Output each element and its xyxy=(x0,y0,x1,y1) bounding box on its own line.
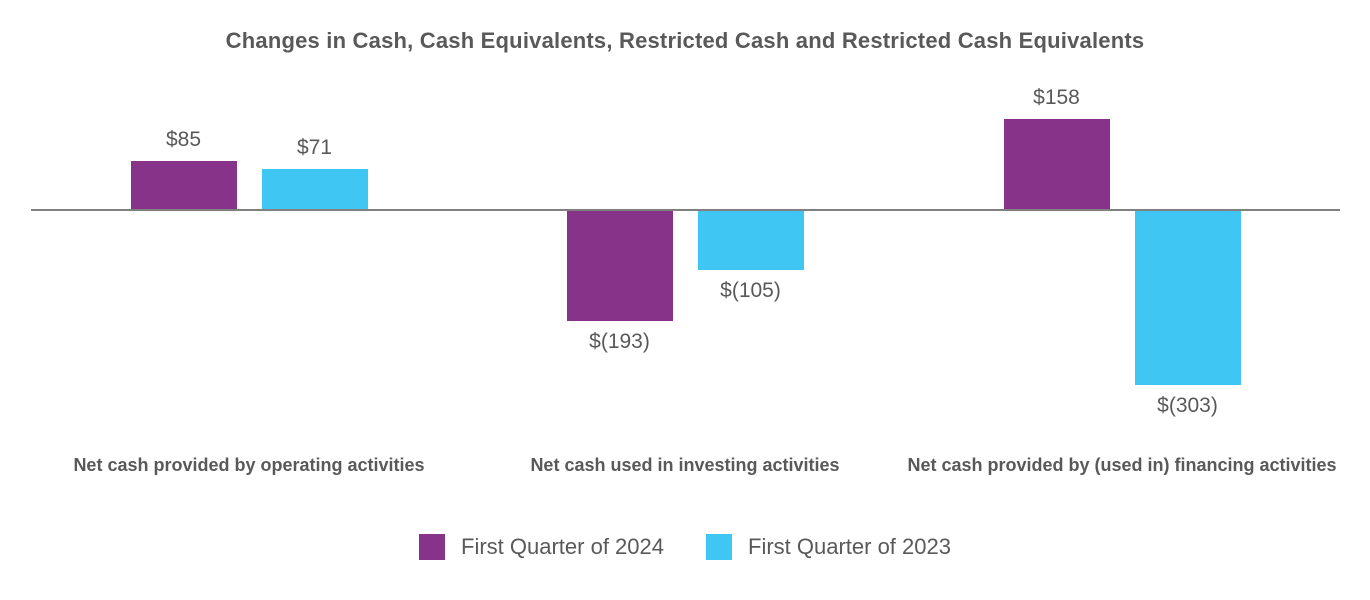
chart-title: Changes in Cash, Cash Equivalents, Restr… xyxy=(225,28,1145,53)
category-label-financing-activities: Net cash provided by (used in) financing… xyxy=(907,455,1337,475)
legend-swatch-q1-2023 xyxy=(706,534,732,560)
bar-first-quarter-of-2023-net-cash-provided-by-operating-activities xyxy=(261,169,368,210)
bar-first-quarter-of-2024-net-cash-provided-by-operating-activities xyxy=(130,161,237,210)
legend: First Quarter of 2024 First Quarter of 2… xyxy=(0,534,1370,560)
bar-value-label-first-quarter-of-2023-net-cash-used-in-investing-activities: $(105) xyxy=(720,279,781,302)
bar-value-label-first-quarter-of-2024-net-cash-provided-by-operating-activities: $85 xyxy=(165,128,202,151)
bar-value-label-first-quarter-of-2023-net-cash-provided-by-used-in-financing-activities: $(303) xyxy=(1157,394,1218,417)
category-label-investing-activities: Net cash used in investing activities xyxy=(530,455,840,475)
bar-value-label-first-quarter-of-2024-net-cash-used-in-investing-activities: $(193) xyxy=(589,330,650,353)
legend-item-q1-2023: First Quarter of 2023 xyxy=(706,534,951,560)
bar-first-quarter-of-2024-net-cash-provided-by-used-in-financing-activities xyxy=(1003,119,1110,210)
category-label-operating-activities: Net cash provided by operating activitie… xyxy=(73,455,425,475)
legend-swatch-q1-2024 xyxy=(419,534,446,560)
bar-first-quarter-of-2024-net-cash-used-in-investing-activities xyxy=(566,210,673,321)
zero-axis-line xyxy=(31,209,1340,211)
bar-value-label-first-quarter-of-2023-net-cash-provided-by-operating-activities: $71 xyxy=(296,136,333,159)
bar-first-quarter-of-2023-net-cash-provided-by-used-in-financing-activities xyxy=(1134,210,1241,385)
legend-label-q1-2024: First Quarter of 2024 xyxy=(461,534,664,559)
legend-label-q1-2023: First Quarter of 2023 xyxy=(748,534,951,559)
legend-item-q1-2024: First Quarter of 2024 xyxy=(419,534,664,560)
bar-first-quarter-of-2023-net-cash-used-in-investing-activities xyxy=(697,210,804,270)
bar-value-label-first-quarter-of-2024-net-cash-provided-by-used-in-financing-activities: $158 xyxy=(1033,86,1080,109)
